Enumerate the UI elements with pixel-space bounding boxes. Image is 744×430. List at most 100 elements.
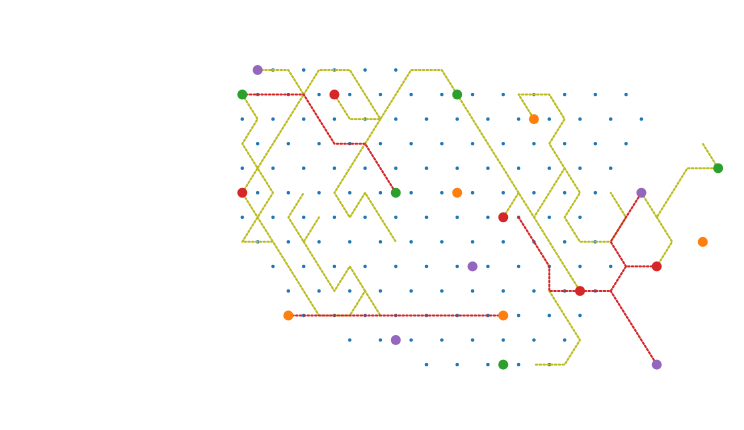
grid-dot <box>532 141 536 146</box>
grid-dot <box>470 191 475 195</box>
red-dotted-path <box>241 93 397 194</box>
grid-dot <box>455 117 459 121</box>
grid-dot <box>532 289 536 293</box>
grid-dot <box>317 92 321 97</box>
grid-dot <box>440 92 444 97</box>
grid-dot <box>593 92 598 97</box>
grid-dot <box>440 191 444 195</box>
grid-dot <box>547 215 551 219</box>
grid-dot <box>532 338 536 342</box>
yellow-dotted-path <box>302 240 367 292</box>
grid-dot <box>394 117 398 121</box>
grid-dot <box>609 166 613 170</box>
grid-dot <box>501 191 505 195</box>
purple-marker <box>636 187 647 198</box>
grid-dot <box>424 264 429 269</box>
purple-marker <box>252 65 263 75</box>
grid-dot <box>486 264 490 269</box>
grid-dot <box>547 166 551 170</box>
red-marker <box>498 212 509 223</box>
green-marker <box>452 89 463 100</box>
grid-dot <box>363 68 367 72</box>
red-marker <box>237 187 248 198</box>
grid-dot <box>317 240 321 244</box>
grid-dot <box>317 289 321 293</box>
grid-dot <box>501 289 505 293</box>
grid-dot <box>516 264 521 269</box>
grid-dot <box>532 191 536 195</box>
yellow-dotted-path <box>302 69 382 145</box>
grid-dot <box>332 117 337 121</box>
grid-dot <box>240 166 244 170</box>
yellow-dotted-path <box>287 191 320 243</box>
grid-dot <box>409 289 413 293</box>
yellow-dotted-path <box>456 93 566 219</box>
grid-dot <box>424 362 429 367</box>
grid-dot <box>409 191 413 195</box>
grid-dot <box>255 141 260 146</box>
orange-marker <box>283 310 294 321</box>
grid-dot <box>348 338 352 342</box>
grid-dot <box>455 264 459 269</box>
grid-dot <box>286 191 291 195</box>
grid-dot <box>455 215 459 219</box>
grid-dot <box>486 166 490 170</box>
grid-dot <box>378 92 383 97</box>
grid-dot <box>624 92 628 97</box>
grid-dot <box>317 191 321 195</box>
grid-dot <box>516 313 521 318</box>
grid-dot <box>562 338 567 342</box>
yellow-dotted-path <box>655 216 674 268</box>
green-marker <box>390 187 401 198</box>
grid-dot <box>578 313 582 318</box>
red-paths-layer <box>241 93 658 366</box>
grid-dot <box>409 92 413 97</box>
grid-dot <box>578 166 582 170</box>
grid-dot <box>455 362 459 367</box>
grid-dots-layer <box>240 68 644 367</box>
grid-dot <box>578 117 582 121</box>
yellow-dotted-path <box>333 142 397 243</box>
grid-dot <box>562 191 567 195</box>
grid-dot <box>424 215 429 219</box>
grid-dot <box>332 264 337 269</box>
grid-dot <box>271 215 275 219</box>
grid-dot <box>378 191 383 195</box>
grid-dot <box>394 166 398 170</box>
grid-dot <box>378 141 383 146</box>
grid-dot <box>302 166 306 170</box>
grid-dot <box>302 117 306 121</box>
grid-dot <box>240 215 244 219</box>
grid-dot <box>348 92 352 97</box>
yellow-paths-layer <box>241 69 720 366</box>
grid-dot <box>470 92 475 97</box>
grid-dot <box>271 166 275 170</box>
orange-marker <box>452 187 463 198</box>
grid-dot <box>378 240 383 244</box>
grid-dot <box>516 166 521 170</box>
green-marker <box>237 89 248 100</box>
grid-dot <box>363 264 367 269</box>
grid-dot <box>516 362 521 367</box>
grid-dot <box>302 68 306 72</box>
grid-dot <box>470 240 475 244</box>
grid-dot <box>547 313 551 318</box>
grid-dot <box>624 141 628 146</box>
grid-dot <box>409 240 413 244</box>
green-marker <box>713 163 724 174</box>
yellow-dotted-path <box>533 290 581 366</box>
yellow-dotted-path <box>640 142 720 219</box>
grid-dot <box>501 338 505 342</box>
grid-dot <box>593 141 598 146</box>
purple-marker <box>390 335 401 346</box>
purple-marker <box>467 261 478 272</box>
red-dotted-path <box>517 216 658 292</box>
yellow-dotted-path <box>333 69 459 121</box>
grid-dot <box>302 264 306 269</box>
grid-dot <box>486 362 490 367</box>
grid-dot <box>578 215 582 219</box>
grid-dot <box>394 215 398 219</box>
grid-dot <box>562 92 567 97</box>
grid-dot <box>363 215 367 219</box>
